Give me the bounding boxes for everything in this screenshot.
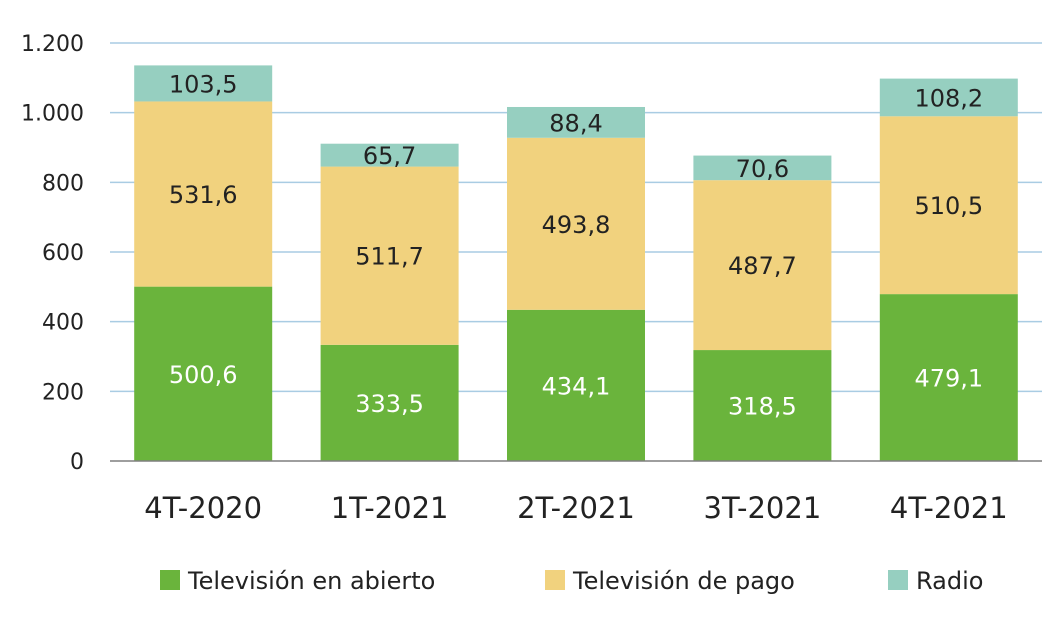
bar-segment xyxy=(879,294,1018,461)
data-label: 487,7 xyxy=(728,252,797,280)
x-axis-ticks: 4T-2020 1T-2021 2T-2021 3T-2021 4T-2021 xyxy=(144,491,1007,525)
bar-segment xyxy=(320,166,459,345)
y-tick-label: 800 xyxy=(42,171,84,196)
y-tick-label: 600 xyxy=(42,241,84,266)
legend-swatch xyxy=(545,570,565,590)
bar-segment xyxy=(507,106,645,138)
data-label: 65,7 xyxy=(363,142,416,170)
legend-label: Radio xyxy=(916,567,983,595)
data-label: 70,6 xyxy=(736,155,789,183)
data-label: 333,5 xyxy=(355,390,424,418)
x-tick-label: 3T-2021 xyxy=(704,491,822,525)
bar-segment xyxy=(320,344,459,461)
y-tick-label: 200 xyxy=(42,380,84,405)
bars xyxy=(134,65,1018,461)
y-tick-label: 0 xyxy=(70,450,84,475)
data-label: 493,8 xyxy=(542,211,611,239)
x-tick-label: 4T-2020 xyxy=(144,491,262,525)
bar-segment xyxy=(134,101,273,287)
legend-swatch xyxy=(160,570,180,590)
data-label: 479,1 xyxy=(914,365,983,393)
data-label: 511,7 xyxy=(355,243,424,271)
y-tick-label: 1.200 xyxy=(21,32,84,57)
data-label: 88,4 xyxy=(549,109,602,137)
data-labels: 500,6 531,6 103,5 333,5 511,7 65,7 434,1 493,8 8… xyxy=(169,70,983,420)
legend-swatch xyxy=(888,570,908,590)
data-label: 108,2 xyxy=(914,84,983,112)
y-tick-label: 1.000 xyxy=(21,102,84,127)
bar-segment xyxy=(693,180,832,351)
data-label: 500,6 xyxy=(169,361,238,389)
bar-segment xyxy=(134,286,273,461)
legend-label: Televisión en abierto xyxy=(187,567,435,595)
bar-segment xyxy=(507,137,645,310)
data-label: 510,5 xyxy=(914,192,983,220)
bar-segment xyxy=(320,143,459,167)
bar-segment xyxy=(134,65,273,102)
y-tick-label: 400 xyxy=(42,311,84,336)
data-label: 531,6 xyxy=(169,181,238,209)
bar-segment xyxy=(879,78,1018,117)
bar-segment xyxy=(507,309,645,461)
legend: Televisión en abierto Televisión de pago R… xyxy=(160,567,983,595)
x-tick-label: 2T-2021 xyxy=(517,491,635,525)
legend-label: Televisión de pago xyxy=(572,567,795,595)
x-tick-label: 4T-2021 xyxy=(890,491,1008,525)
bar-segment xyxy=(879,116,1018,295)
data-label: 103,5 xyxy=(169,70,238,98)
x-tick-label: 1T-2021 xyxy=(331,491,449,525)
bar-segment xyxy=(693,350,832,461)
bar-segment xyxy=(693,155,832,181)
data-label: 318,5 xyxy=(728,393,797,421)
data-label: 434,1 xyxy=(542,372,611,400)
y-axis-ticks: 0 200 400 600 800 1.000 1.200 xyxy=(21,32,84,475)
